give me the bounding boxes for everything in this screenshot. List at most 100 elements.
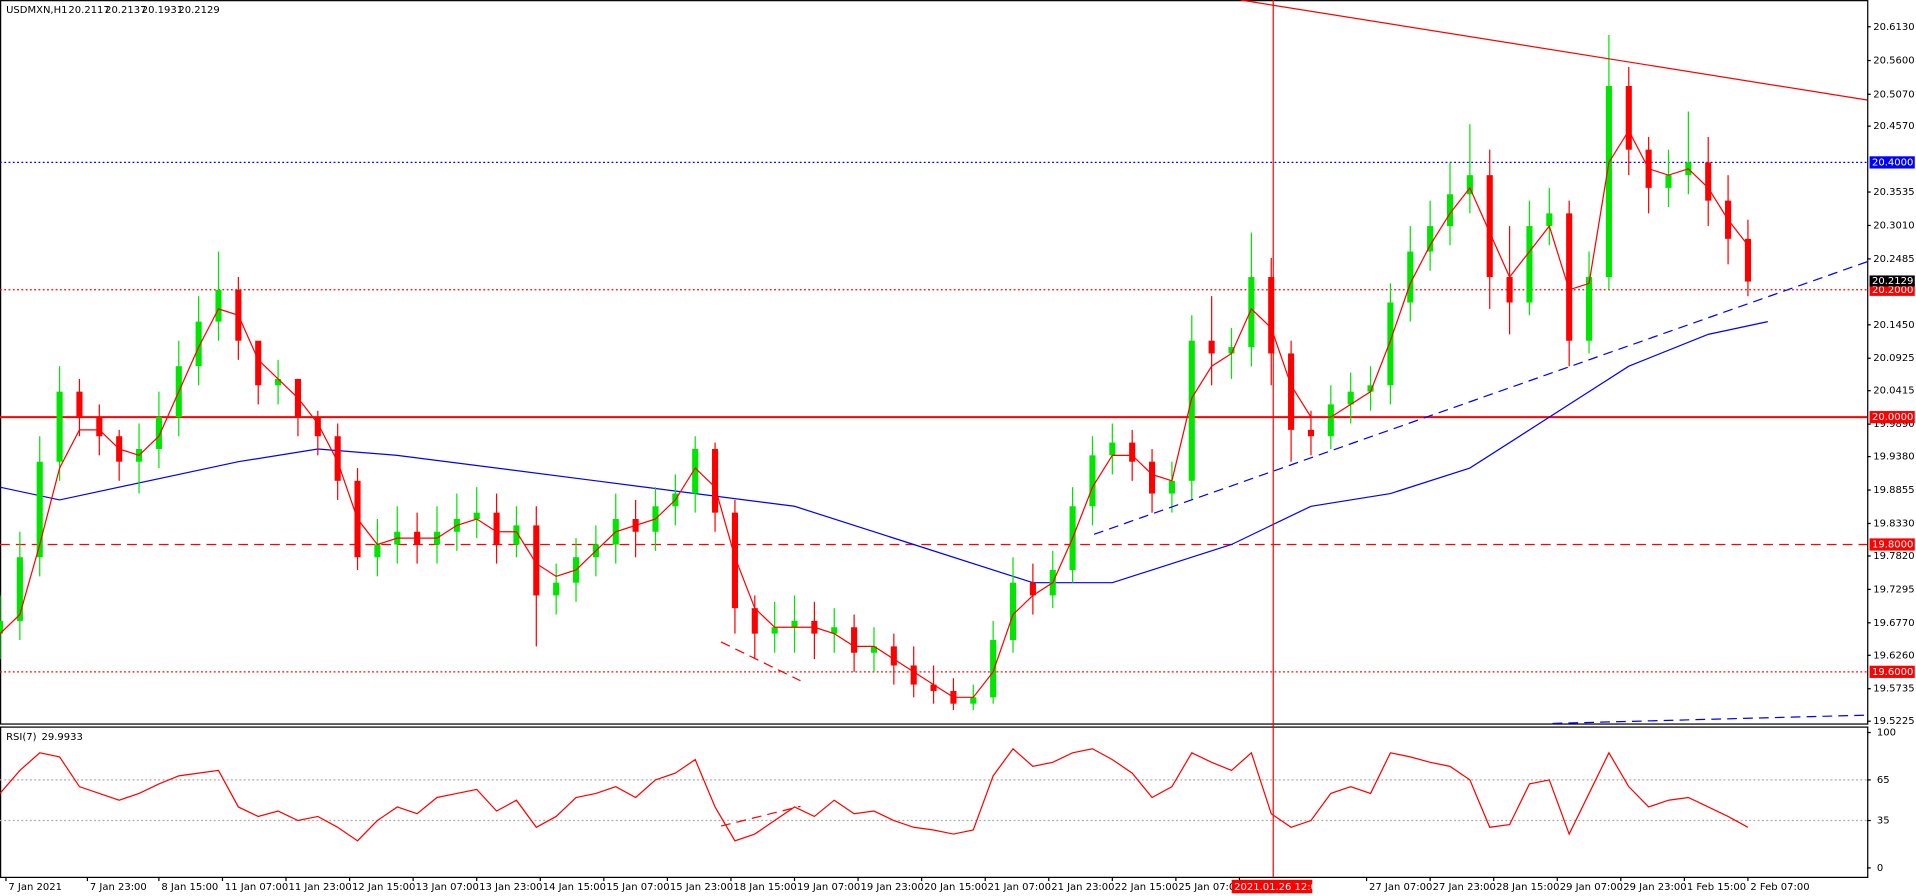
- candle-body: [1466, 175, 1473, 195]
- price-box: [1869, 275, 1915, 287]
- candle-body: [1427, 226, 1434, 252]
- level-label: 20.0000: [1872, 412, 1913, 423]
- y-tick-label: 20.0925: [1873, 353, 1914, 364]
- y-tick-label: 19.8855: [1873, 485, 1914, 496]
- x-tick-label: 20 Jan 15:00: [924, 882, 987, 893]
- x-tick-label: 28 Jan 15:00: [1496, 882, 1559, 893]
- x-tick-label: 25 Jan 07:00: [1178, 882, 1241, 893]
- y-tick-label: 19.5735: [1873, 684, 1914, 695]
- rsi-panel: [0, 726, 1869, 879]
- ohlc-open: 20.2117: [68, 5, 109, 16]
- candle-body: [1744, 238, 1751, 282]
- candle-body: [1367, 385, 1374, 392]
- ohlc-low: 20.1931: [142, 5, 183, 16]
- x-tick-label: 15 Jan 23:00: [670, 882, 733, 893]
- candle-body: [1168, 480, 1175, 494]
- y-tick-label: 19.7295: [1873, 584, 1914, 595]
- y-tick-label: 19.9380: [1873, 452, 1914, 463]
- candle-body: [1446, 194, 1454, 227]
- x-tick-label: 1 Feb 15:00: [1687, 882, 1746, 893]
- rsi-tick-label: 0: [1877, 863, 1883, 874]
- candle-body: [1268, 277, 1275, 354]
- level-label: 19.6000: [1872, 667, 1913, 678]
- candle-body: [851, 627, 858, 653]
- candle-body: [1625, 86, 1632, 150]
- y-tick-label: 20.5070: [1873, 89, 1914, 100]
- y-tick-label: 20.3535: [1873, 187, 1914, 198]
- candle-body: [1605, 86, 1612, 278]
- x-tick-label: 27 Jan 07:00: [1369, 882, 1432, 893]
- x-tick-label: 12 Jan 15:00: [352, 882, 415, 893]
- x-tick-label: 19 Jan 23:00: [861, 882, 924, 893]
- rsi-name: RSI(7): [6, 732, 37, 743]
- candle-body: [513, 525, 520, 545]
- candle-body: [473, 512, 480, 520]
- candle-body: [1307, 429, 1315, 437]
- candle-body: [1109, 442, 1116, 456]
- candle-body: [1705, 162, 1712, 201]
- level-box: [1869, 156, 1915, 169]
- candle-body: [374, 544, 381, 558]
- candle-body: [1347, 391, 1354, 405]
- fast-ma: [0, 129, 1749, 698]
- level-label: 19.8000: [1872, 539, 1913, 550]
- candle-body: [493, 512, 500, 545]
- candle-body: [1009, 582, 1017, 641]
- x-tick-label: 11 Jan 23:00: [288, 882, 351, 893]
- y-tick-label: 19.5225: [1873, 716, 1914, 727]
- x-tick-label: 14 Jan 15:00: [543, 882, 606, 893]
- candle-body: [930, 684, 937, 691]
- y-tick-label: 20.6130: [1873, 22, 1914, 33]
- candle-body: [1029, 582, 1036, 596]
- y-tick-label: 20.4570: [1873, 121, 1914, 132]
- x-tick-label: 13 Jan 07:00: [416, 882, 479, 893]
- level-label: 20.2000: [1872, 285, 1913, 296]
- crosshair-label: 2021.01.26 12:00: [1234, 882, 1323, 893]
- price-label: 20.2129: [1872, 276, 1913, 287]
- candle-body: [1546, 213, 1553, 227]
- rsi-trendline: [720, 805, 801, 827]
- candle-body: [533, 525, 540, 596]
- x-tick-label: 7 Jan 2021: [8, 882, 62, 893]
- candle-body: [1526, 226, 1533, 303]
- candle-body: [1248, 277, 1255, 348]
- rsi-tick-label: 100: [1877, 728, 1896, 739]
- x-tick-label: 13 Jan 23:00: [479, 882, 542, 893]
- candle-body: [731, 512, 738, 609]
- candle-body: [990, 640, 997, 698]
- candle-body: [1566, 213, 1573, 341]
- candle-body: [1387, 302, 1394, 386]
- candle-body: [1129, 442, 1136, 462]
- level-box: [1869, 538, 1915, 551]
- symbol: USDMXN,H1: [6, 5, 67, 16]
- candle-body: [56, 391, 63, 462]
- candle-body: [1407, 251, 1414, 303]
- y-tick-label: 20.2485: [1873, 254, 1914, 265]
- candle-body: [970, 697, 977, 704]
- level-box: [1869, 283, 1915, 296]
- x-tick-label: 2 Feb 07:00: [1750, 882, 1809, 893]
- y-tick-label: 20.3010: [1873, 220, 1914, 231]
- candle-body: [1665, 175, 1672, 188]
- candle-body: [553, 582, 560, 596]
- y-tick-label: 20.5600: [1873, 56, 1914, 67]
- y-tick-label: 19.8330: [1873, 518, 1914, 529]
- x-tick-label: 8 Jan 15:00: [161, 882, 218, 893]
- candle-body: [791, 620, 798, 628]
- trendline: [1240, 0, 1868, 101]
- candle-body: [36, 461, 43, 558]
- candle-body: [712, 448, 719, 513]
- y-tick-label: 19.6260: [1873, 650, 1914, 661]
- candle-body: [275, 378, 282, 386]
- level-box: [1869, 411, 1915, 424]
- y-tick-label: 20.0415: [1873, 386, 1914, 397]
- candle-body: [1585, 277, 1593, 341]
- ohlc-close: 20.2129: [178, 5, 219, 16]
- candle-body: [1148, 461, 1156, 494]
- candle-body: [76, 391, 83, 418]
- main-panel: [0, 0, 1869, 725]
- candle-body: [751, 608, 758, 634]
- candle-body: [831, 627, 838, 634]
